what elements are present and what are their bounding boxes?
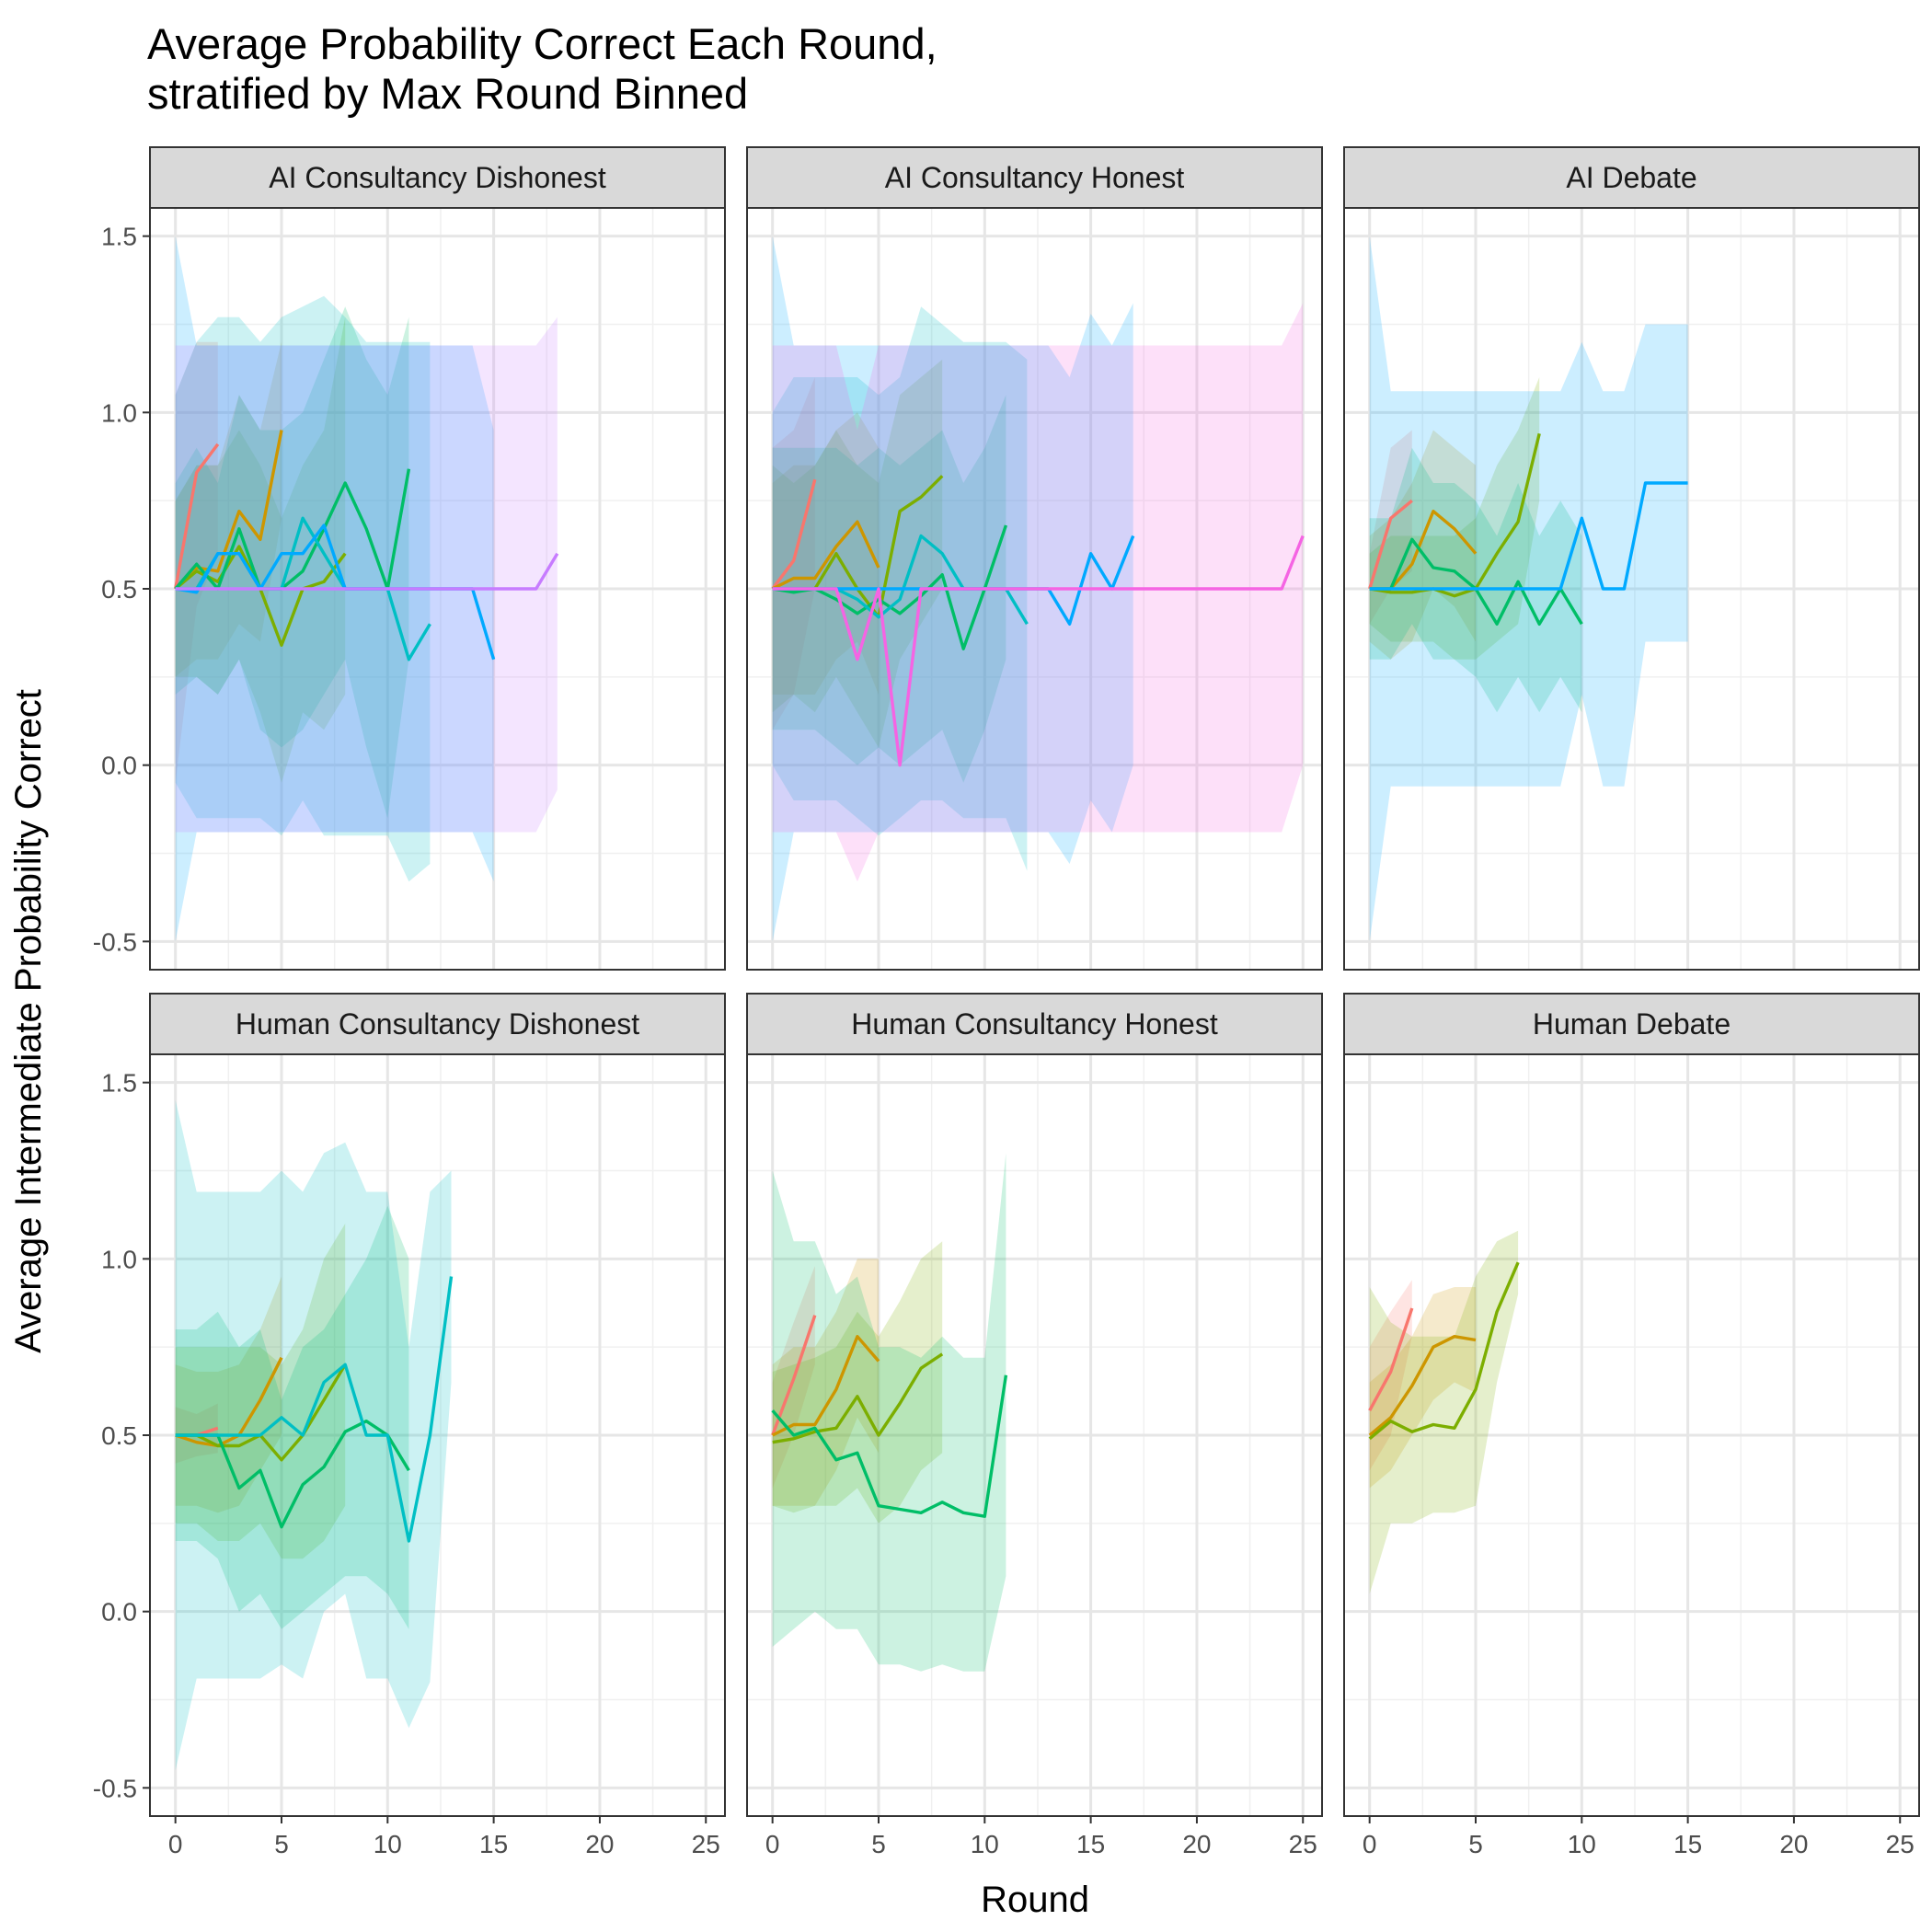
confidence-ribbon-4 [1369,447,1582,713]
confidence-ribbon-7 [175,316,558,833]
strip-label: Human Consultancy Dishonest [236,1007,639,1041]
series-line-1 [1368,1307,1414,1412]
x-tick-label: 10 [971,1830,999,1858]
series-line-2 [174,430,283,591]
confidence-ribbon-3 [175,316,346,783]
panel-human-consultancy-honest: Human Consultancy Honest 0 5 10 15 20 25 [746,993,1323,1858]
panel-border [746,1053,1323,1817]
x-tick-label: 0 [168,1830,183,1858]
series-line-2 [1368,1334,1477,1437]
x-tick-label: 5 [274,1830,289,1858]
series-line-4 [771,1374,1008,1518]
strip-background [149,146,726,209]
y-tick-label: 1.5 [101,1069,137,1098]
confidence-ribbon-1 [772,377,815,730]
x-tick-label: 15 [1673,1830,1702,1858]
y-tick-label: -0.5 [93,1774,137,1802]
confidence-ribbon-3 [175,1224,346,1559]
chart-title-line-1: Average Probability Correct Each Round, [147,19,937,68]
series-line-7 [772,535,1305,767]
strip-label: Human Consultancy Honest [851,1007,1218,1041]
y-tick-label: 0.0 [101,752,137,780]
panel-border [1343,207,1920,971]
confidence-ribbon-4 [772,1153,1006,1672]
series-line-3 [1369,432,1541,598]
facet-panels: AI Consultancy Dishonest -0.5 0.0 0.5 1.0 1.5… [93,146,1920,1858]
y-tick-label: 1.0 [101,398,137,427]
series-line-2 [771,520,880,591]
series-line-1 [1368,499,1413,590]
panel-border [746,207,1323,971]
panel-border [1343,1053,1920,1817]
y-tick-label: 0.5 [101,1421,137,1450]
confidence-ribbon-1 [175,341,218,783]
strip-label: AI Debate [1566,161,1696,194]
y-tick-label: 1.5 [101,223,137,251]
confidence-ribbon-2 [175,1276,282,1513]
y-tick-label: 0.5 [101,575,137,604]
x-axis-title: Round [981,1880,1089,1920]
confidence-ribbon-2 [1369,1287,1476,1489]
chart-title-line-2: stratified by Max Round Binned [147,69,748,118]
series-line-3 [1368,1261,1520,1441]
y-tick-label: 1.0 [101,1245,137,1273]
y-tick-label: 0.0 [101,1598,137,1627]
confidence-ribbon-3 [772,1241,943,1524]
strip-background [149,993,726,1055]
strip-label: AI Consultancy Dishonest [269,161,606,194]
x-tick-label: 10 [1568,1830,1596,1858]
strip-background [1343,146,1920,209]
series-line-5 [175,1276,454,1543]
x-tick-label: 10 [374,1830,402,1858]
confidence-ribbon-4 [175,306,409,819]
gridlines [150,1054,725,1816]
x-tick-label: 20 [585,1830,614,1858]
gridlines [747,208,1322,970]
panel-ai-debate: AI Debate [1343,146,1920,971]
series-line-5 [1369,481,1688,591]
x-tick-label: 15 [479,1830,508,1858]
series-line-2 [175,1356,283,1448]
series-line-2 [771,1334,880,1437]
strip-label: AI Consultancy Honest [885,161,1185,194]
strip-background [746,146,1323,209]
panel-ai-consultancy-honest: AI Consultancy Honest [746,146,1323,971]
confidence-ribbon-2 [772,412,879,695]
confidence-ribbon-3 [772,359,943,748]
series-line-1 [771,478,817,591]
x-tick-label: 15 [1076,1830,1105,1858]
x-tick-label: 5 [1468,1830,1483,1858]
confidence-ribbon-3 [1369,1230,1519,1594]
gridlines [1344,1054,1919,1816]
strip-label: Human Debate [1533,1007,1731,1041]
confidence-ribbon-5 [175,1099,452,1771]
y-tick-label: -0.5 [93,927,137,956]
x-tick-label: 20 [1182,1830,1211,1858]
panel-ai-consultancy-dishonest: AI Consultancy Dishonest -0.5 0.0 0.5 1.0 1.5 [93,146,726,971]
x-tick-label: 0 [765,1830,780,1858]
confidence-ribbon-4 [175,1205,409,1629]
series-line-3 [772,1352,944,1444]
x-tick-label: 20 [1779,1830,1808,1858]
x-tick-label: 0 [1363,1830,1377,1858]
confidence-ribbon-1 [1369,1280,1412,1471]
confidence-ribbon-2 [175,341,282,677]
x-tick-label: 25 [1289,1830,1317,1858]
panel-human-consultancy-dishonest: Human Consultancy Dishonest -0.5 0.0 0.5 1.0… [93,993,726,1858]
panel-human-debate: Human Debate 0 5 10 15 20 25 [1343,993,1920,1858]
x-tick-label: 25 [1886,1830,1915,1858]
confidence-ribbon-7 [772,303,1304,882]
series-line-7 [175,552,559,591]
y-axis-title: Average Intermediate Probability Correct [8,689,49,1353]
x-tick-label: 5 [871,1830,886,1858]
series-line-4 [174,468,411,591]
x-tick-label: 25 [692,1830,720,1858]
confidence-ribbon-2 [1369,430,1476,660]
series-line-1 [174,443,220,590]
confidence-ribbon-1 [175,1403,218,1464]
confidence-ribbon-2 [772,1259,879,1506]
